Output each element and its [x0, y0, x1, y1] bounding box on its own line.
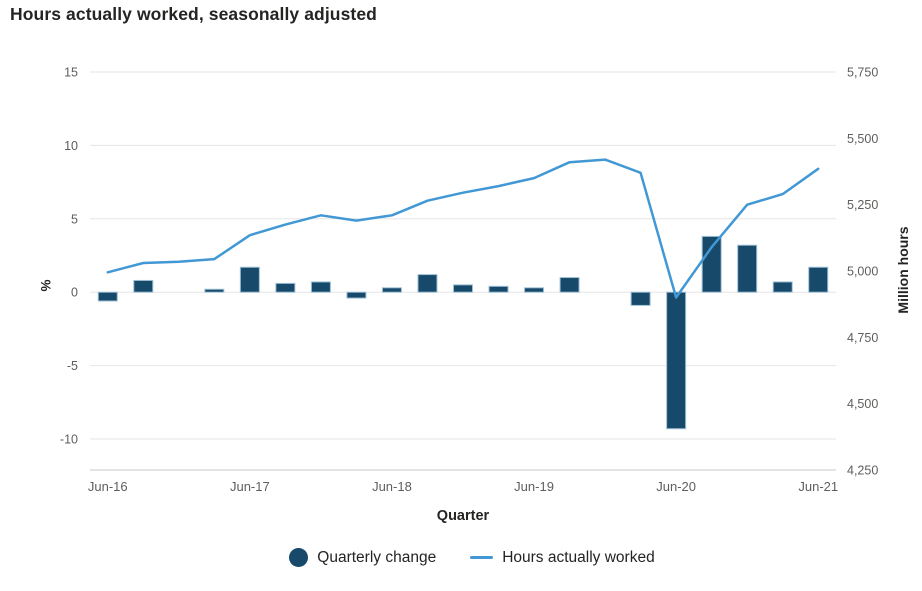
right-axis-title: Million hours	[895, 226, 911, 314]
circle-marker-icon	[289, 548, 309, 567]
bar-quarterly-change[interactable]	[204, 288, 225, 293]
bar-quarterly-change[interactable]	[97, 291, 118, 302]
bar-quarterly-change[interactable]	[275, 282, 296, 293]
right-axis-tick-label: 5,000	[847, 265, 878, 279]
legend-item-quarterly-change[interactable]: Quarterly change	[289, 548, 436, 567]
bar-quarterly-change[interactable]	[666, 291, 687, 430]
bar-quarterly-change[interactable]	[701, 235, 722, 293]
left-axis-tick-label: -10	[60, 433, 78, 447]
bar-quarterly-change[interactable]	[453, 284, 473, 293]
bar-quarterly-change[interactable]	[417, 274, 438, 293]
bar-quarterly-change[interactable]	[310, 281, 331, 293]
line-marker-icon	[470, 556, 494, 559]
right-axis-tick-label: 5,500	[847, 132, 878, 146]
x-axis-tick-label: Jun-18	[372, 479, 412, 494]
right-axis-tick-label: 4,250	[847, 464, 878, 478]
bar-quarterly-change[interactable]	[524, 287, 545, 293]
legend-label: Quarterly change	[317, 548, 437, 566]
chart-title: Hours actually worked, seasonally adjust…	[10, 4, 377, 24]
x-axis-tick-label: Jun-21	[798, 479, 838, 494]
bar-quarterly-change[interactable]	[772, 281, 793, 293]
line-hours-actually-worked[interactable]	[106, 158, 820, 299]
left-axis-tick-label: 15	[64, 66, 78, 80]
plot-area: 15 10 5 0 -5 -10 5,750 5,500 5,250 5,000 4,750 4,50…	[60, 66, 878, 495]
right-axis-tick-label: 4,750	[847, 331, 878, 345]
left-axis-tick-label: 10	[64, 139, 78, 153]
right-axis-tick-label: 4,500	[847, 397, 878, 411]
x-axis-tick-label: Jun-16	[88, 479, 128, 494]
left-axis-tick-label: 0	[71, 286, 78, 300]
bar-quarterly-change[interactable]	[381, 287, 402, 293]
bar-quarterly-change[interactable]	[133, 279, 154, 293]
bar-quarterly-change[interactable]	[630, 291, 651, 306]
legend-item-hours-worked[interactable]: Hours actually worked	[470, 548, 655, 567]
x-axis-tick-label: Jun-20	[656, 479, 696, 494]
x-axis-title: Quarter	[436, 508, 490, 524]
right-axis-tick-label: 5,250	[847, 198, 878, 212]
right-axis-tick-label: 5,750	[847, 66, 878, 80]
legend-label: Hours actually worked	[502, 548, 655, 566]
left-axis-tick-label: -5	[67, 359, 78, 373]
bar-quarterly-change[interactable]	[346, 291, 367, 299]
left-axis-title: %	[38, 279, 54, 292]
bar-quarterly-change[interactable]	[737, 244, 758, 293]
bar-quarterly-change[interactable]	[559, 277, 580, 293]
left-axis-tick-label: 5	[71, 212, 78, 226]
bar-quarterly-change[interactable]	[808, 266, 829, 293]
legend: Quarterly change Hours actually worked	[0, 548, 922, 567]
x-axis-tick-label: Jun-17	[230, 479, 270, 494]
bar-quarterly-change[interactable]	[239, 266, 260, 293]
bar-quarterly-change[interactable]	[488, 285, 509, 293]
x-axis-tick-label: Jun-19	[514, 479, 554, 494]
